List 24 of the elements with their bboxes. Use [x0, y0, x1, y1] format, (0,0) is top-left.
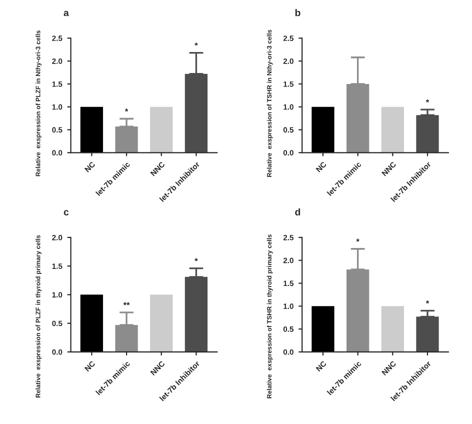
- chart-title: a: [64, 10, 69, 16]
- annotation: *: [426, 300, 430, 304]
- annotation: **: [123, 302, 130, 306]
- bar: [150, 294, 173, 352]
- bar: [150, 106, 173, 153]
- bar: [312, 306, 334, 352]
- chart-title: d: [295, 208, 300, 216]
- chart-title: c: [64, 210, 69, 216]
- bar: [346, 269, 370, 352]
- annotation: *: [194, 258, 198, 262]
- annotation: *: [194, 42, 198, 46]
- bar: [381, 306, 404, 352]
- bar: [381, 106, 404, 153]
- annotation: *: [124, 108, 128, 112]
- bar: [346, 84, 370, 153]
- bar: [184, 276, 208, 352]
- chart-title: b: [295, 9, 300, 16]
- bar: [80, 294, 104, 352]
- annotation: *: [356, 238, 360, 242]
- bar: [312, 106, 334, 153]
- bar: [115, 126, 138, 153]
- bar: [115, 325, 138, 352]
- bar: [80, 106, 104, 153]
- annotation: *: [426, 99, 430, 102]
